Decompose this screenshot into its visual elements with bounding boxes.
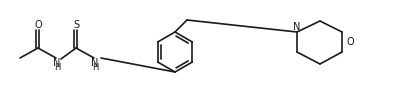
Text: O: O	[34, 20, 42, 30]
Text: H: H	[54, 64, 60, 72]
Text: S: S	[73, 20, 79, 30]
Text: N: N	[91, 58, 98, 68]
Text: N: N	[53, 58, 61, 68]
Text: H: H	[92, 64, 98, 72]
Text: N: N	[293, 22, 301, 32]
Text: O: O	[346, 37, 354, 47]
